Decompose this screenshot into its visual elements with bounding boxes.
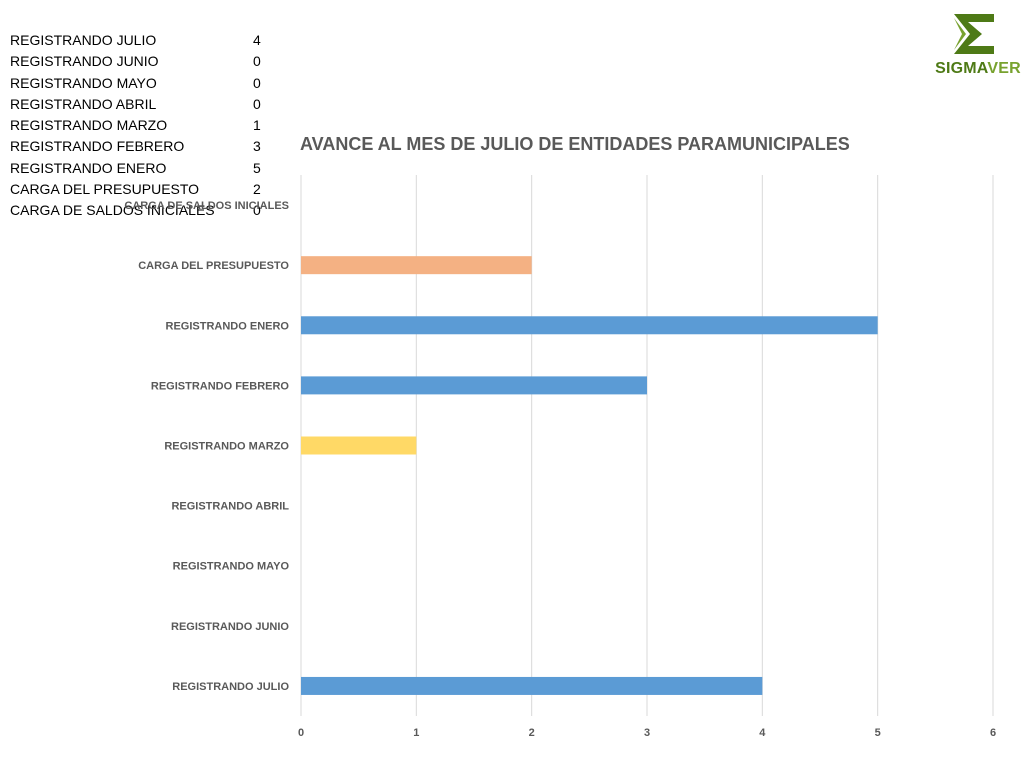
x-tick-label: 4 [759,727,766,739]
summary-row: REGISTRANDO MAYO 0 [10,73,270,94]
summary-value: 0 [253,74,261,91]
summary-label: REGISTRANDO JULIO [10,32,157,48]
category-label: REGISTRANDO MAYO [173,561,290,573]
bar [301,316,878,335]
summary-label: CARGA DEL PRESUPUESTO [10,181,200,198]
summary-row: REGISTRANDO ABRIL 0 [10,94,270,115]
summary-value: 3 [253,138,261,155]
summary-row: CARGA DE SALDOS INICIALES 0 [10,200,270,221]
x-tick-label: 3 [644,727,650,739]
category-label: REGISTRANDO MARZO [164,441,289,453]
summary-row: REGISTRANDO MARZO 1 [10,115,270,136]
x-tick-label: 6 [990,727,996,739]
sigmaver-logo: SIGMAVER [932,10,1024,80]
x-tick-label: 0 [298,727,304,739]
summary-row: REGISTRANDO JUNIO 0 [10,51,270,72]
summary-label: REGISTRANDO ENERO [10,159,167,176]
summary-row: REGISTRANDO ENERO 5 [10,158,270,179]
summary-value: 4 [253,32,261,48]
summary-value: 0 [253,95,261,112]
bar [301,376,647,395]
category-label: REGISTRANDO FEBRERO [151,380,290,392]
category-label: REGISTRANDO JULIO [172,681,289,693]
x-tick-label: 5 [875,727,881,739]
summary-label: REGISTRANDO ABRIL [10,95,157,112]
bar [301,436,417,455]
category-label: REGISTRANDO ABRIL [171,501,289,513]
category-label: REGISTRANDO ENERO [166,320,290,332]
summary-table: REGISTRANDO JULIO 4 REGISTRANDO JUNIO 0 REGI… [10,30,270,222]
summary-label: REGISTRANDO MARZO [10,117,168,134]
summary-value: 1 [253,117,261,134]
chart-title: AVANCE AL MES DE JULIO DE ENTIDADES PARA… [300,134,850,154]
summary-row: CARGA DEL PRESUPUESTO 2 [10,179,270,200]
summary-label: REGISTRANDO FEBRERO [10,138,185,155]
category-label: CARGA DE SALDOS INICIALES [124,200,289,212]
summary-label: REGISTRANDO MAYO [10,74,157,91]
logo-wordmark: SIGMAVER [932,60,1024,78]
summary-row: REGISTRANDO FEBRERO 3 [10,136,270,157]
summary-row: REGISTRANDO JULIO 4 [10,30,270,51]
summary-label: REGISTRANDO JUNIO [10,53,159,70]
sigma-icon [954,14,994,54]
logo-wordmark-part2: VER [987,60,1021,77]
summary-value: 5 [253,159,261,176]
x-tick-label: 2 [529,727,535,739]
summary-label: CARGA DE SALDOS INICIALES [10,202,215,219]
summary-value: 2 [253,181,261,198]
bar [301,676,763,695]
summary-value: 0 [253,53,261,70]
x-tick-label: 1 [413,727,419,739]
bar [301,256,532,275]
category-label: CARGA DEL PRESUPUESTO [138,260,289,272]
summary-value: 0 [253,202,261,219]
logo-wordmark-part1: SIGMA [935,60,988,77]
category-label: REGISTRANDO JUNIO [171,621,289,633]
